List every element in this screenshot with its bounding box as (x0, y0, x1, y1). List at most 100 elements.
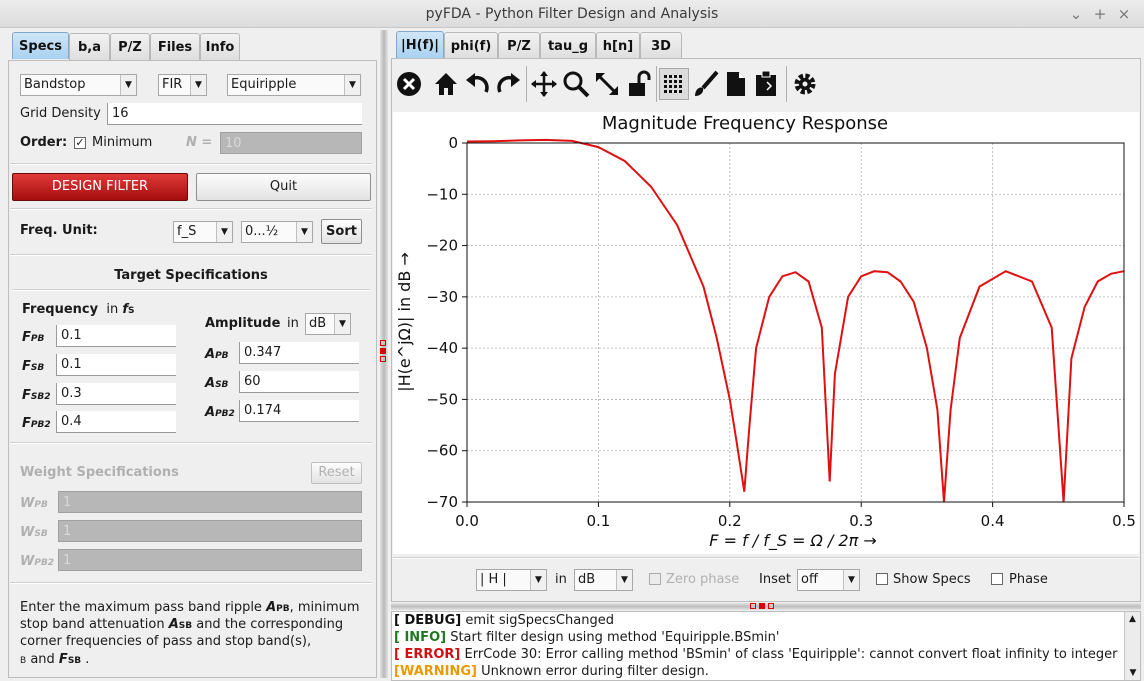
frequency-unit: f (122, 302, 129, 317)
tab-phase[interactable]: phi(f) (444, 32, 498, 59)
fsb-label: FSB (22, 359, 45, 374)
amplitude-unit-select[interactable]: dB ▼ (305, 313, 351, 335)
fullscreen-icon[interactable] (592, 68, 622, 100)
log-console[interactable] (391, 611, 1141, 681)
tab-group-delay[interactable]: tau_g (540, 32, 596, 59)
amplitude-label: Amplitude (205, 316, 281, 331)
vertical-splitter[interactable] (380, 30, 388, 678)
tab-impulse-response[interactable]: h[n] (596, 32, 640, 59)
quit-button[interactable]: Quit (196, 173, 371, 201)
y-tick-label: −30 (426, 288, 458, 306)
tab-specs[interactable]: Specs (12, 32, 69, 59)
gear-icon[interactable] (790, 68, 820, 100)
horizontal-splitter[interactable] (391, 603, 1141, 610)
fpb2-label: FPB2 (22, 416, 51, 431)
clipboard-icon[interactable] (751, 68, 781, 100)
apb2-input[interactable]: 0.174 (239, 400, 359, 422)
close-window-button[interactable]: × (1117, 5, 1131, 23)
tab-ba[interactable]: b,a (69, 33, 110, 60)
chevron-down-icon: ▼ (530, 570, 546, 590)
fsb2-input[interactable]: 0.3 (56, 383, 176, 405)
chart-title: Magnitude Frequency Response (602, 113, 888, 134)
y-tick-label: 0 (448, 134, 458, 152)
design-filter-button[interactable]: DESIGN FILTER (12, 173, 188, 201)
scroll-down-icon[interactable]: ▼ (1129, 668, 1137, 678)
y-tick-label: −70 (426, 493, 458, 511)
grid-icon[interactable] (659, 68, 689, 100)
zero-phase-checkbox[interactable] (649, 573, 661, 585)
x-tick-label: 0.3 (849, 512, 873, 530)
wpb-input[interactable]: 1 (58, 491, 362, 513)
asb-input[interactable]: 60 (239, 371, 359, 393)
pan-icon[interactable] (529, 68, 559, 100)
plot-unit-select[interactable]: dB ▼ (574, 569, 633, 591)
show-specs-checkbox[interactable] (876, 573, 888, 585)
grid-density-input[interactable]: 16 (107, 103, 362, 125)
tab-pz-plot[interactable]: P/Z (498, 32, 540, 59)
y-tick-label: −60 (426, 442, 458, 460)
fsb2-label: FSB2 (22, 388, 51, 403)
magnitude-chart[interactable]: Magnitude Frequency Response 0.0 0.1 0.2 0.… (393, 112, 1139, 554)
magnitude-response-line (466, 138, 1125, 503)
lock-icon[interactable] (623, 68, 653, 100)
response-type-value: Bandstop (24, 77, 86, 92)
forward-icon[interactable] (494, 68, 524, 100)
tab-info[interactable]: Info (200, 33, 240, 60)
maximize-button[interactable]: + (1093, 5, 1107, 23)
chevron-down-icon: ▼ (190, 75, 206, 95)
freq-range-select[interactable]: 0...½ ▼ (241, 221, 313, 243)
chevron-down-icon: ▼ (334, 314, 350, 334)
chevron-down-icon: ▼ (616, 570, 632, 590)
scroll-up-icon[interactable]: ▲ (1129, 614, 1136, 624)
x-tick-label: 0.4 (981, 512, 1005, 530)
divider (10, 163, 372, 165)
chart-grid (467, 143, 1124, 502)
fpb-input[interactable]: 0.1 (56, 325, 176, 347)
plot-canvas[interactable]: Magnitude Frequency Response 0.0 0.1 0.2 0.… (393, 112, 1139, 554)
home-icon[interactable] (431, 68, 461, 100)
divider (10, 254, 372, 256)
frequency-header: Frequency in fS (22, 302, 135, 317)
filter-type-value: FIR (162, 77, 183, 92)
filter-type-select[interactable]: FIR ▼ (158, 74, 207, 96)
frequency-unit-sub: S (128, 306, 135, 316)
order-n-input[interactable]: 10 (220, 132, 362, 154)
wsb-label: WSB (20, 525, 48, 540)
order-n-label: N = (186, 135, 213, 150)
chevron-down-icon: ▼ (344, 75, 360, 95)
divider (393, 557, 1139, 559)
tab-files[interactable]: Files (150, 33, 200, 60)
zoom-icon[interactable] (561, 68, 591, 100)
wpb2-label: WPB2 (20, 554, 55, 569)
x-tick-label: 0.2 (718, 512, 742, 530)
chevron-down-icon: ▼ (120, 75, 136, 95)
fpb2-input[interactable]: 0.4 (56, 411, 176, 433)
response-type-select[interactable]: Bandstop ▼ (20, 74, 137, 96)
tab-3d[interactable]: 3D (640, 32, 682, 59)
back-icon[interactable] (462, 68, 492, 100)
tab-pz[interactable]: P/Z (110, 33, 150, 60)
phase-checkbox[interactable] (991, 573, 1003, 585)
close-icon[interactable] (394, 68, 424, 100)
fsb-input[interactable]: 0.1 (56, 354, 176, 376)
wpb2-input[interactable]: 1 (58, 549, 362, 571)
document-icon[interactable] (721, 68, 751, 100)
freq-unit-select[interactable]: f_S ▼ (173, 221, 233, 243)
apb2-label: APB2 (205, 405, 235, 420)
brush-icon[interactable] (691, 68, 721, 100)
tab-magnitude[interactable]: |H(f)| (396, 31, 444, 58)
sort-button[interactable]: Sort (321, 219, 362, 244)
divider (10, 582, 372, 584)
console-scrollbar[interactable]: ▲ ▼ (1124, 612, 1140, 680)
inset-select[interactable]: off ▼ (797, 569, 860, 591)
wsb-input[interactable]: 1 (58, 520, 362, 542)
frequency-label: Frequency (22, 302, 99, 317)
splitter-handle[interactable] (380, 340, 387, 365)
order-minimum-checkbox[interactable]: ✓ (74, 136, 86, 149)
magnitude-type-select[interactable]: | H | ▼ (476, 569, 547, 591)
design-method-select[interactable]: Equiripple ▼ (227, 74, 361, 96)
minimize-button[interactable]: ⌄ (1069, 5, 1083, 23)
freq-unit-label: Freq. Unit: (20, 223, 98, 238)
reset-weights-button[interactable]: Reset (311, 462, 362, 484)
apb-input[interactable]: 0.347 (239, 342, 359, 364)
